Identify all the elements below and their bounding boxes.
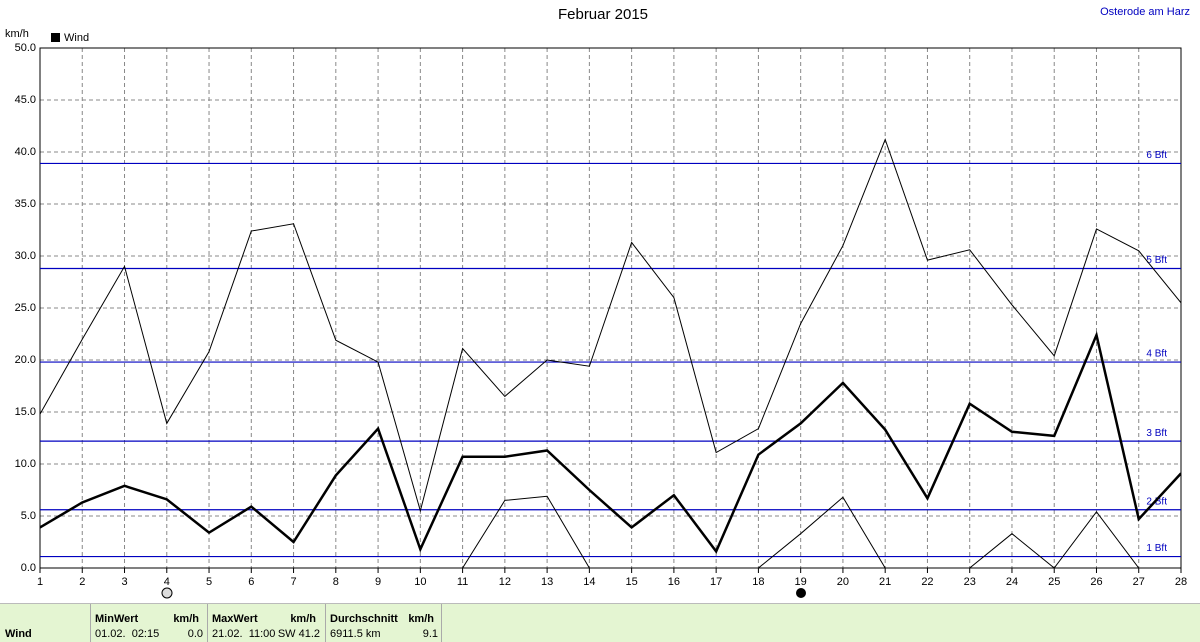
chart-title: Februar 2015 (558, 6, 648, 23)
x-tick-label: 4 (164, 576, 170, 588)
moon-icon (796, 588, 806, 598)
y-tick-label: 50.0 (15, 42, 36, 54)
x-tick-label: 22 (921, 576, 933, 588)
y-tick-label: 40.0 (15, 146, 36, 158)
y-tick-label: 30.0 (15, 250, 36, 262)
reference-label: 1 Bft (1146, 543, 1167, 554)
x-tick-label: 18 (752, 576, 764, 588)
series-line (40, 138, 1181, 513)
x-tick-label: 11 (457, 576, 468, 588)
y-tick-label: 0.0 (21, 562, 36, 574)
x-tick-label: 13 (541, 576, 553, 588)
footer-text: 6911.5 km (330, 628, 381, 640)
footer-text: 0.0 (187, 628, 203, 640)
legend-label: Wind (64, 32, 89, 44)
footer-cell: MinWert km/h 01.02. 02:15 0.0 (90, 604, 207, 642)
legend-swatch (51, 33, 60, 42)
y-tick-label: 10.0 (15, 458, 36, 470)
y-tick-label: 35.0 (15, 198, 36, 210)
x-tick-label: 15 (626, 576, 638, 588)
x-tick-label: 9 (375, 576, 381, 588)
x-tick-label: 7 (290, 576, 296, 588)
reference-label: 4 Bft (1146, 349, 1167, 360)
x-tick-label: 23 (964, 576, 976, 588)
footer-cell: MaxWert km/h 21.02. 11:00 SW 41.2 (207, 604, 324, 642)
reference-label: 6 Bft (1146, 150, 1167, 161)
footer: Wind MinWert km/h 01.02. 02:15 0.0 MaxWert km… (0, 603, 1200, 642)
reference-label: 3 Bft (1146, 428, 1167, 439)
x-tick-label: 28 (1175, 576, 1187, 588)
x-tick-label: 21 (879, 576, 891, 588)
y-tick-label: 45.0 (15, 94, 36, 106)
y-axis-label: km/h (5, 28, 29, 40)
x-tick-label: 27 (1133, 576, 1145, 588)
footer-text: km/h (408, 613, 434, 625)
footer-text: 21.02. 11:00 (212, 628, 276, 640)
x-tick-label: 12 (499, 576, 511, 588)
x-tick-label: 26 (1090, 576, 1102, 588)
footer-text: km/h (290, 613, 316, 625)
x-tick-label: 6 (248, 576, 254, 588)
x-tick-label: 1 (37, 576, 43, 588)
y-tick-label: 5.0 (21, 510, 36, 522)
footer-text: MinWert (95, 613, 139, 625)
x-tick-label: 24 (1006, 576, 1018, 588)
x-tick-label: 5 (206, 576, 212, 588)
footer-cell: Durchschnitt km/h 6911.5 km 9.1 (325, 604, 442, 642)
footer-text: 01.02. 02:15 (95, 628, 160, 640)
x-tick-label: 2 (79, 576, 85, 588)
footer-text: Durchschnitt (330, 613, 398, 625)
x-tick-label: 25 (1048, 576, 1060, 588)
x-tick-label: 10 (414, 576, 426, 588)
row-label: Wind (5, 628, 32, 640)
x-tick-label: 19 (795, 576, 807, 588)
footer-divider (441, 604, 442, 642)
location: Osterode am Harz (1100, 6, 1190, 18)
x-tick-label: 3 (121, 576, 127, 588)
footer-text: km/h (173, 613, 199, 625)
x-tick-label: 8 (333, 576, 339, 588)
reference-label: 2 Bft (1146, 496, 1167, 507)
series-line (40, 495, 1181, 568)
moon-icon (161, 587, 173, 599)
y-tick-label: 20.0 (15, 354, 36, 366)
y-tick-label: 15.0 (15, 406, 36, 418)
reference-label: 5 Bft (1146, 255, 1167, 266)
x-tick-label: 14 (583, 576, 595, 588)
y-tick-label: 25.0 (15, 302, 36, 314)
series-line (40, 330, 1181, 554)
x-tick-label: 20 (837, 576, 849, 588)
footer-text: 9.1 (422, 628, 438, 640)
footer-text: SW 41.2 (277, 628, 320, 640)
x-tick-label: 17 (710, 576, 722, 588)
x-tick-label: 16 (668, 576, 680, 588)
footer-text: MaxWert (212, 613, 258, 625)
chart: Februar 2015 Osterode am Harz km/h 0.0 5.… (5, 6, 1190, 599)
